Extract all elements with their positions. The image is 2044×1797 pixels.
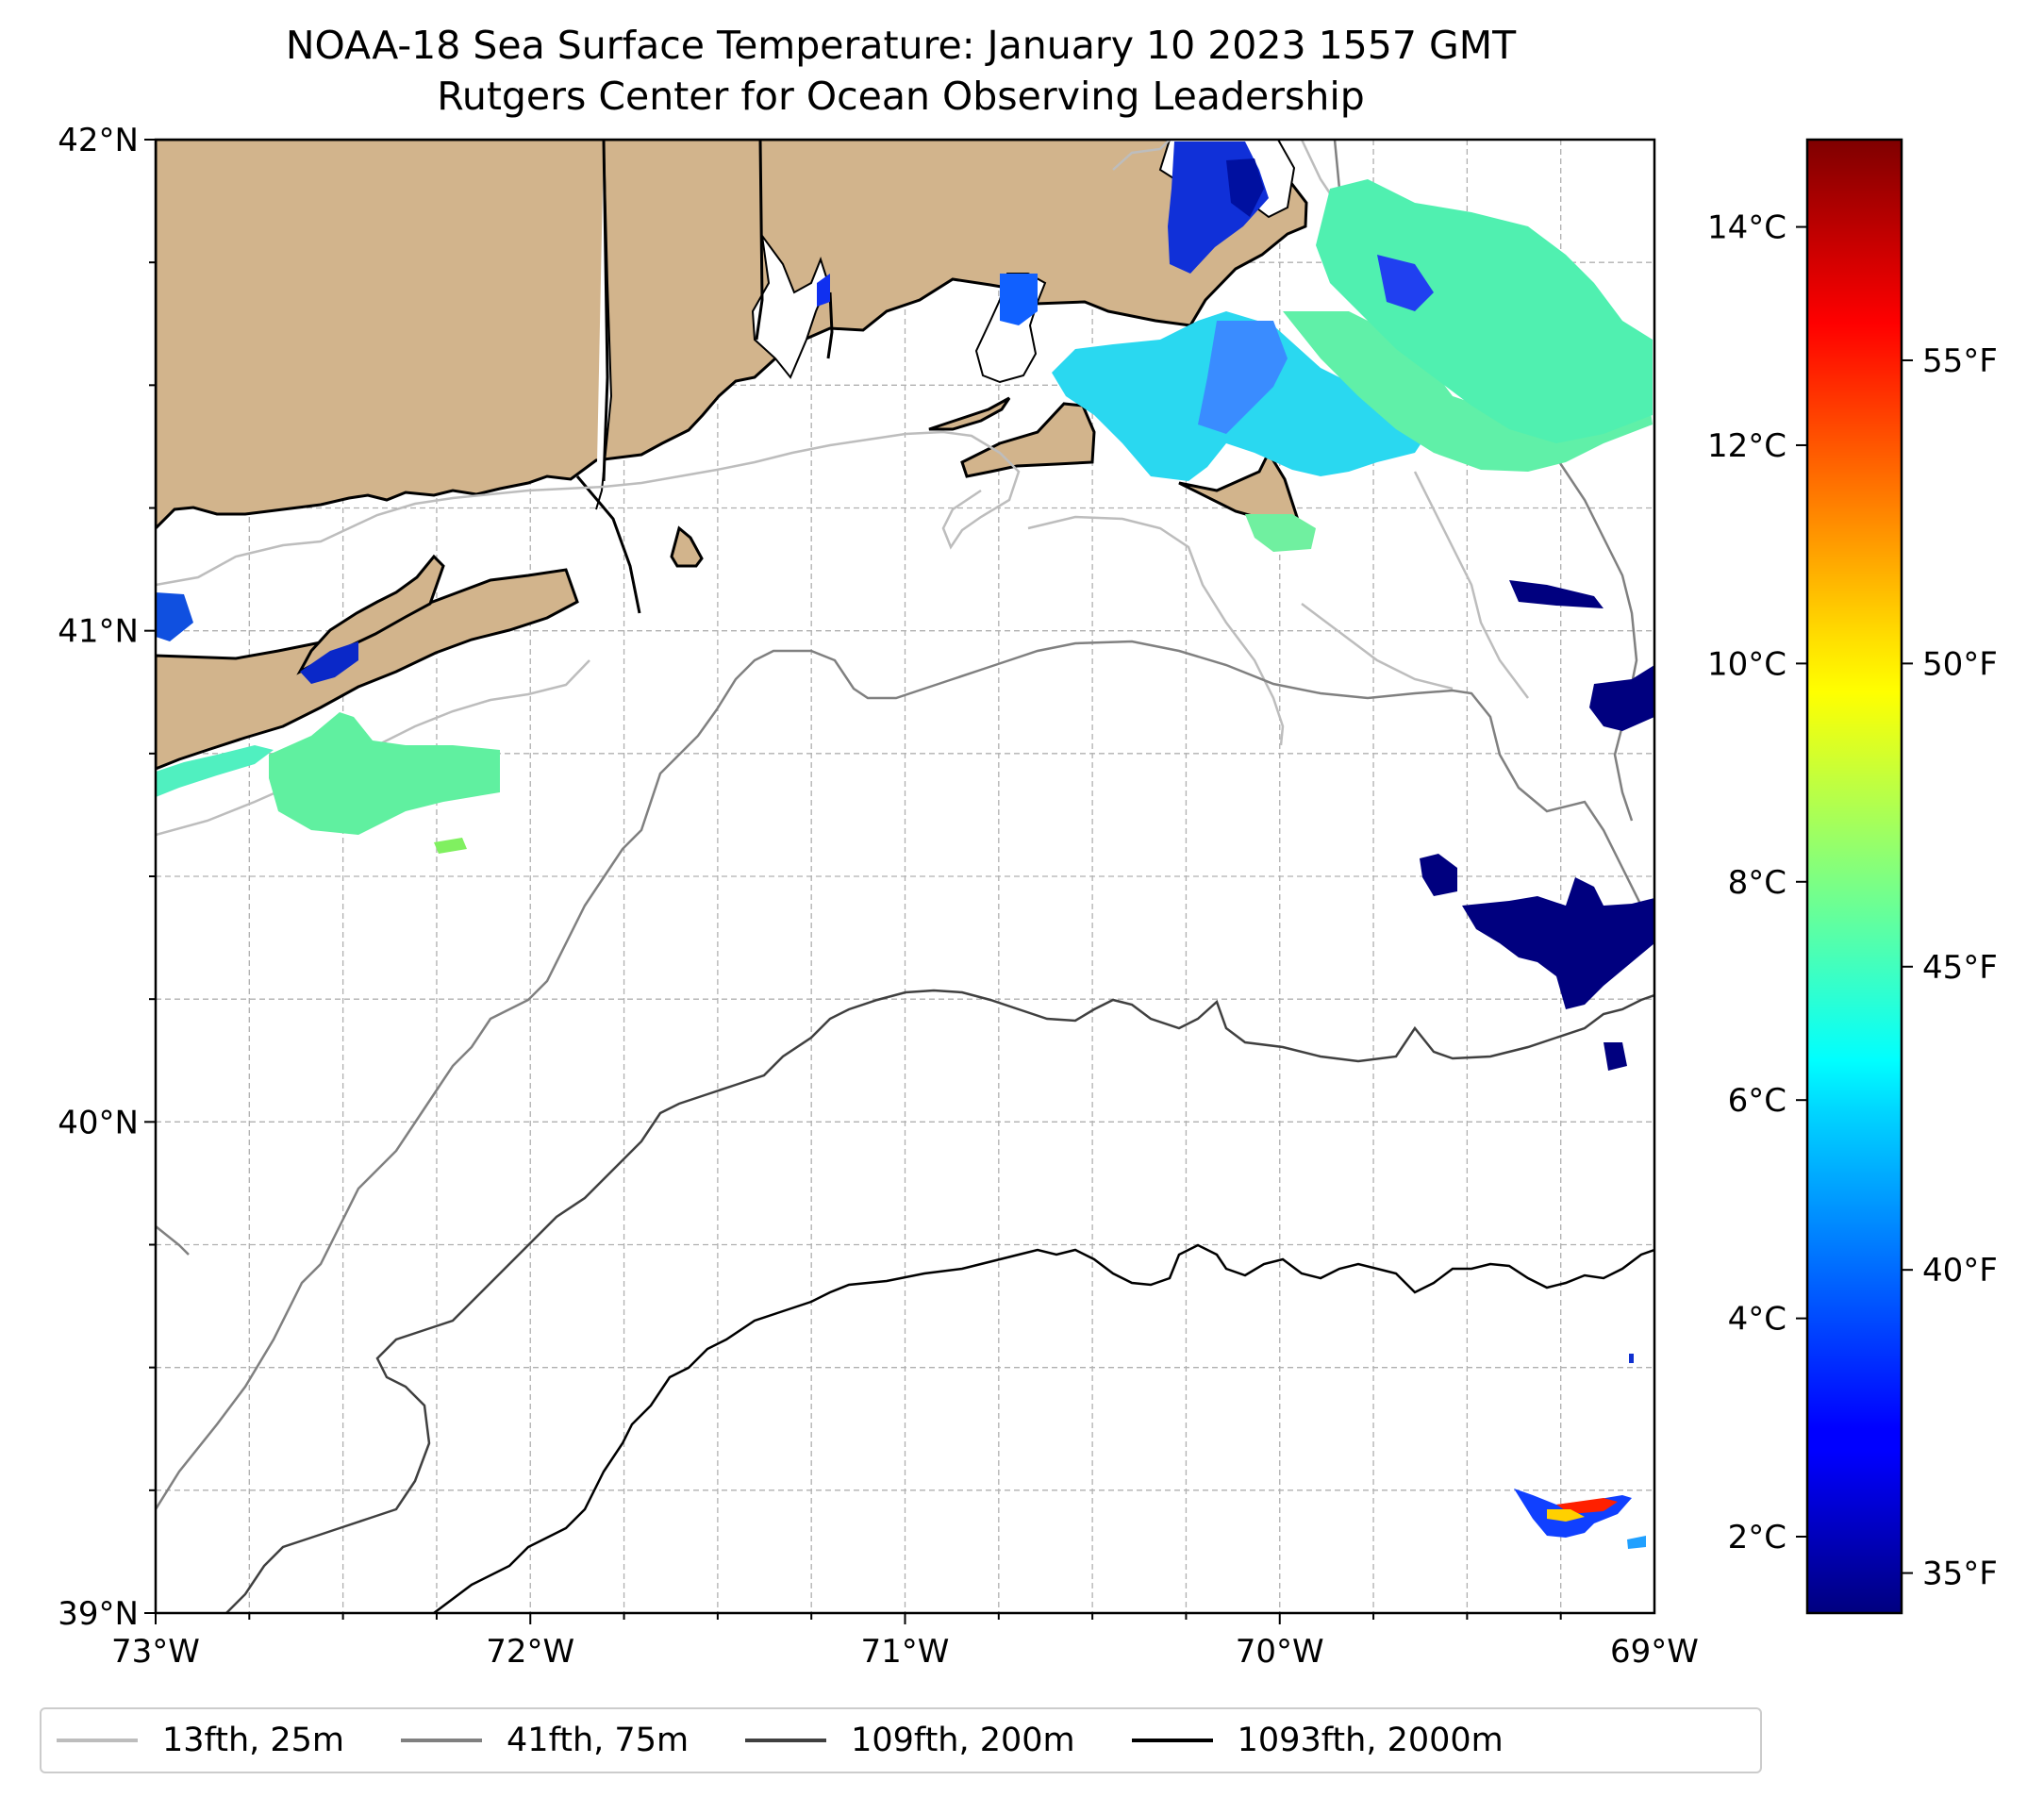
latitude-labels: 42°N 41°N 40°N 39°N <box>58 122 139 1633</box>
sst-patch-li-south-shore <box>156 745 274 797</box>
lon-label: 73°W <box>111 1633 200 1671</box>
colorbar <box>1805 138 1903 1615</box>
sst-patch-georges-3 <box>1420 854 1457 896</box>
legend-line-swatch <box>401 1739 483 1742</box>
state-borders <box>575 140 834 614</box>
colorbar-c-label: 12°C <box>1707 427 1786 465</box>
colorbar-f-label: 50°F <box>1922 645 1998 683</box>
land-long-island-north-fork <box>296 554 445 675</box>
sst-patch-georges-1 <box>1509 580 1604 608</box>
legend-line-swatch <box>745 1739 827 1742</box>
sst-patch-outer-cape <box>1316 179 1653 443</box>
colorbar-c-label: 4°C <box>1728 1301 1786 1339</box>
sst-patch-georges-4 <box>1462 877 1654 1009</box>
lat-label: 40°N <box>58 1104 139 1141</box>
legend-label: 41fth, 75m <box>507 1722 690 1759</box>
sst-patch-tiny <box>1629 1354 1634 1363</box>
legend-label: 1093fth, 2000m <box>1237 1722 1504 1759</box>
sst-patch-buzzards <box>1000 274 1038 325</box>
depth-legend: 13fth, 25m 41fth, 75m 109fth, 200m 1093fth,… <box>40 1707 1762 1773</box>
legend-label: 13fth, 25m <box>162 1722 345 1759</box>
legend-line-swatch <box>57 1739 138 1742</box>
depth-contour-2000m <box>433 1243 1654 1613</box>
land-masses <box>156 140 1308 771</box>
longitude-labels: 73°W 72°W 71°W 70°W 69°W <box>111 1633 1699 1671</box>
legend-item: 1093fth, 2000m <box>1131 1722 1504 1759</box>
map-subtitle: Rutgers Center for Ocean Observing Leade… <box>437 74 1365 119</box>
map-title: NOAA-18 Sea Surface Temperature: January… <box>285 23 1517 68</box>
colorbar-c-label: 10°C <box>1707 645 1786 683</box>
colorbar-ticks: 2°C 4°C 6°C 8°C 10°C 12°C 14°C 35°F 40°F 45°F 50°F… <box>1707 209 1998 1593</box>
colorbar-f-label: 55°F <box>1922 342 1998 380</box>
lon-label: 71°W <box>861 1633 950 1671</box>
sst-patch-cape-cod-bay-core <box>1226 158 1264 217</box>
legend-item: 13fth, 25m <box>57 1722 344 1759</box>
lat-label: 42°N <box>58 122 139 159</box>
sst-patches <box>156 141 1654 1549</box>
sst-patch-peconic <box>300 641 358 684</box>
land-marthas-vineyard <box>960 402 1096 478</box>
legend-item: 41fth, 75m <box>401 1722 689 1759</box>
depth-contour-200m <box>225 989 1654 1613</box>
sst-patch-shelf-small <box>434 838 467 854</box>
narragansett-bay <box>751 235 830 379</box>
sst-patch-warm-core-yellow <box>1547 1509 1585 1522</box>
sst-patch-outer-cape-blue <box>1377 255 1434 311</box>
lon-label: 72°W <box>486 1633 574 1671</box>
lat-label: 41°N <box>58 613 139 651</box>
colorbar-c-label: 14°C <box>1707 209 1786 247</box>
colorbar-f-label: 40°F <box>1922 1252 1998 1290</box>
legend-label: 109fth, 200m <box>851 1722 1075 1759</box>
sst-patch-warm-small <box>1627 1536 1646 1549</box>
sst-patch-narragansett <box>817 274 830 307</box>
land-southern-new-england <box>156 140 1308 531</box>
lon-label: 69°W <box>1610 1633 1699 1671</box>
legend-item: 109fth, 200m <box>745 1722 1075 1759</box>
lat-label: 39°N <box>58 1595 139 1633</box>
colorbar-c-label: 6°C <box>1728 1082 1786 1120</box>
colorbar-f-label: 35°F <box>1922 1556 1998 1593</box>
sst-patch-li-sound-west <box>156 592 193 641</box>
sst-patch-georges-5 <box>1604 1042 1627 1071</box>
sst-patch-nantucket-sound-blue <box>1198 321 1288 434</box>
map-axis-ticks <box>144 139 1562 1624</box>
sst-patch-south-nantucket <box>1245 514 1316 552</box>
colorbar-f-label: 45°F <box>1922 949 1998 987</box>
sst-patch-georges-2 <box>1589 665 1654 731</box>
colorbar-c-label: 2°C <box>1728 1519 1786 1556</box>
legend-line-swatch <box>1131 1739 1213 1742</box>
land-elizabeth-islands <box>928 396 1011 431</box>
sst-patch-ny-bight <box>269 712 500 835</box>
lon-label: 70°W <box>1236 1633 1324 1671</box>
land-block-island <box>670 525 704 568</box>
colorbar-c-label: 8°C <box>1728 864 1786 902</box>
